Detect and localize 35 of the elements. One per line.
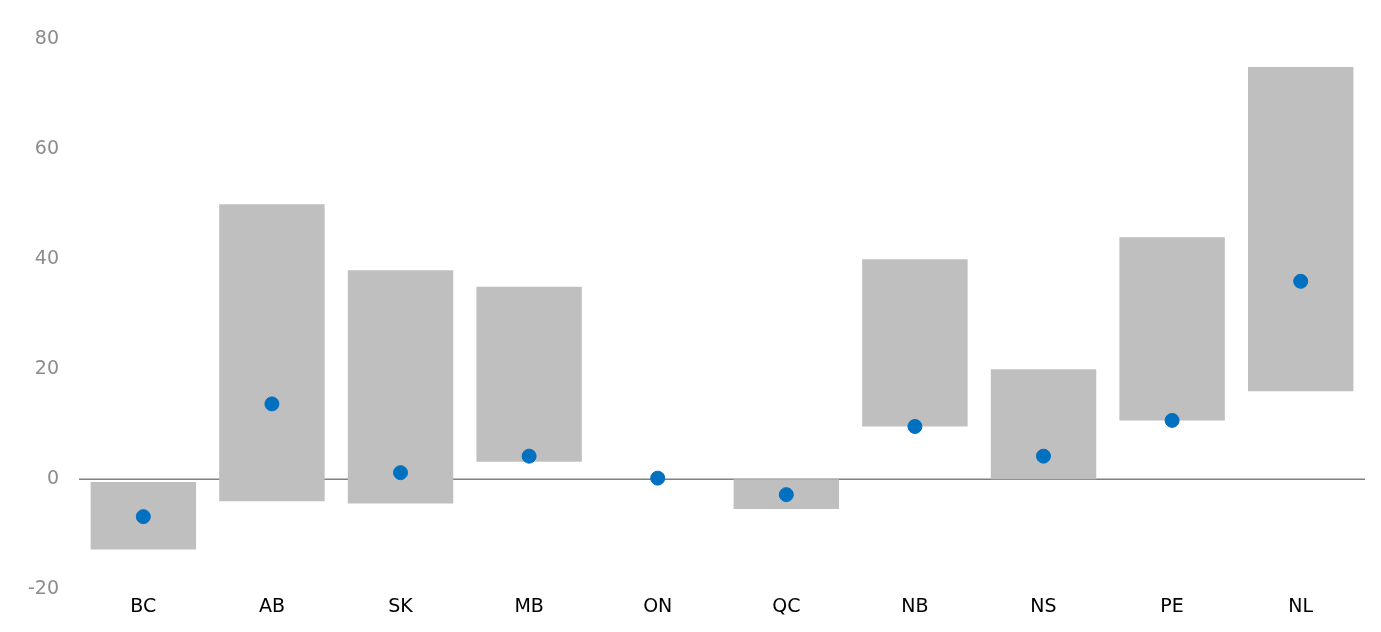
y-tick-label: 60 [34,136,60,159]
x-tick-label: PE [1160,593,1184,616]
bar [990,369,1097,480]
x-tick-label: NS [1030,593,1057,616]
x-tick-label: BC [130,593,157,616]
x-tick-label: SK [388,593,414,616]
bar [347,270,454,504]
y-tick-label: 80 [34,26,60,49]
x-tick-label: AB [258,593,285,616]
bar [476,286,582,462]
y-tick-label: 0 [46,466,60,489]
point [1164,412,1180,428]
point [393,465,409,481]
point [521,448,537,464]
y-tick-label: 40 [34,246,60,269]
y-tick-label: -20 [27,576,60,599]
x-tick-label: QC [772,593,801,616]
x-tick-label: NB [901,593,929,616]
bar [219,204,325,502]
bar [1247,66,1354,392]
point [650,470,666,486]
point [907,418,923,434]
point [264,396,280,412]
x-tick-label: ON [643,593,673,616]
point [1293,273,1309,289]
point [135,509,151,525]
bar [862,259,968,427]
y-tick-label: 20 [34,356,60,379]
bar [90,481,197,550]
x-tick-label: NL [1288,593,1314,616]
bar [1119,237,1225,421]
bar [733,479,840,509]
point [778,487,794,503]
point [1036,448,1052,464]
x-tick-label: MB [514,593,544,616]
